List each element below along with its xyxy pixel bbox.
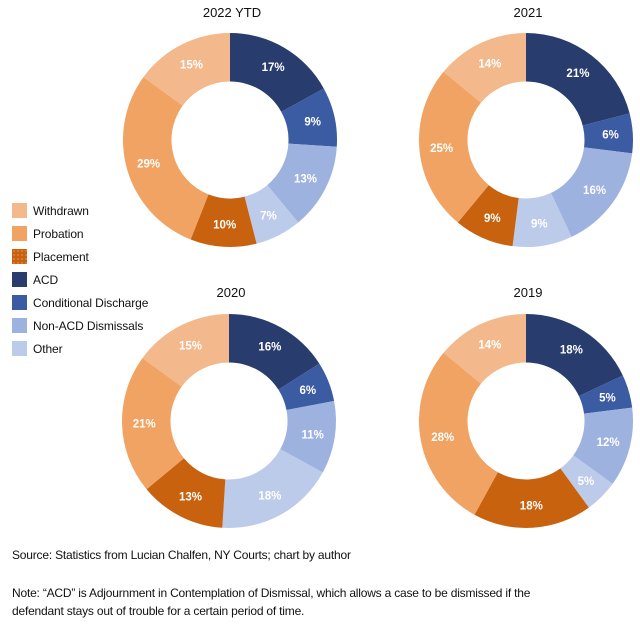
slice-placement xyxy=(146,458,226,528)
slice-label-conditional-discharge: 6% xyxy=(299,385,316,397)
slice-non-acd-dismissals xyxy=(573,407,633,484)
slice-acd xyxy=(526,33,630,126)
slice-label-probation: 29% xyxy=(137,159,160,171)
slice-acd xyxy=(526,314,623,397)
legend-label: Withdrawn xyxy=(33,203,89,218)
chart-title: 2019 xyxy=(514,285,543,300)
slice-non-acd-dismissals xyxy=(280,400,336,473)
slice-label-acd: 16% xyxy=(258,342,281,354)
slice-label-conditional-discharge: 5% xyxy=(599,392,616,404)
slice-probation xyxy=(418,71,489,223)
legend-item-acd: ACD xyxy=(12,272,148,287)
legend-item-withdrawn: Withdrawn xyxy=(12,203,148,218)
chart-title: 2020 xyxy=(217,285,246,300)
note-caption: Note: “ACD” is Adjournment in Contemplat… xyxy=(12,586,531,618)
legend-swatch-withdrawn xyxy=(12,203,27,218)
slice-label-placement: 9% xyxy=(484,213,501,225)
chart-title: 2022 YTD xyxy=(203,5,261,20)
legend-item-conditional-discharge: Conditional Discharge xyxy=(12,295,148,310)
slice-label-non-acd-dismissals: 12% xyxy=(597,437,620,449)
slice-label-probation: 28% xyxy=(431,432,454,444)
slice-probation xyxy=(122,77,209,240)
slice-label-non-acd-dismissals: 16% xyxy=(583,185,606,197)
slice-placement xyxy=(457,185,519,247)
slice-label-placement: 13% xyxy=(179,492,202,504)
slice-other xyxy=(512,192,572,248)
slice-other xyxy=(244,185,299,244)
slice-conditional-discharge xyxy=(578,375,633,414)
slice-withdrawn xyxy=(143,33,230,106)
legend-label: Placement xyxy=(33,249,89,264)
slice-label-acd: 18% xyxy=(560,344,583,356)
donut-2020: 2020 16% 6% 11% 18% 13% 21% 15% xyxy=(121,285,336,529)
legend: Withdrawn Probation Placement ACD Condit… xyxy=(12,203,148,364)
legend-swatch-other xyxy=(12,341,27,356)
slice-label-withdrawn: 15% xyxy=(180,59,203,71)
legend-item-placement: Placement xyxy=(12,249,148,264)
legend-label: Other xyxy=(33,341,63,356)
legend-label: Probation xyxy=(33,226,84,241)
slice-label-non-acd-dismissals: 13% xyxy=(294,173,317,185)
slice-label-non-acd-dismissals: 11% xyxy=(302,429,324,441)
legend-swatch-probation xyxy=(12,226,27,241)
slice-acd xyxy=(230,33,324,112)
slice-label-withdrawn: 14% xyxy=(478,339,501,351)
slice-label-other: 5% xyxy=(578,476,595,488)
legend-label: Non-ACD Dismissals xyxy=(33,318,144,333)
slice-label-other: 7% xyxy=(260,211,277,223)
legend-item-other: Other xyxy=(12,341,148,356)
slice-non-acd-dismissals xyxy=(550,147,633,237)
slice-conditional-discharge xyxy=(582,113,633,154)
slice-withdrawn xyxy=(443,314,526,384)
slice-withdrawn xyxy=(443,33,526,103)
slice-label-conditional-discharge: 6% xyxy=(602,130,619,142)
slice-non-acd-dismissals xyxy=(267,143,337,223)
legend-swatch-acd xyxy=(12,272,27,287)
legend-item-probation: Probation xyxy=(12,226,148,241)
slice-placement xyxy=(474,468,589,528)
slice-probation xyxy=(121,358,184,490)
slice-acd xyxy=(229,314,320,390)
legend-item-non-acd-dismissals: Non-ACD Dismissals xyxy=(12,318,148,333)
slice-label-conditional-discharge: 9% xyxy=(304,117,321,129)
slice-other xyxy=(222,449,323,529)
slice-label-placement: 10% xyxy=(213,220,236,232)
donut-2019: 2019 18% 5% 12% 5% 18% 28% 14% xyxy=(418,285,633,528)
legend-swatch-placement xyxy=(12,249,27,264)
legend-swatch-conditional-discharge xyxy=(12,295,27,310)
slice-label-probation: 25% xyxy=(430,143,453,155)
slice-label-other: 18% xyxy=(258,490,281,502)
donut-2022-ytd: 2022 YTD 17% 9% 13% 7% 10% 29% 15% xyxy=(122,5,337,247)
slice-label-acd: 17% xyxy=(262,62,285,74)
slice-withdrawn xyxy=(142,314,229,387)
source-caption: Source: Statistics from Lucian Chalfen, … xyxy=(12,548,351,562)
slice-label-other: 9% xyxy=(531,219,548,231)
legend-swatch-non-acd-dismissals xyxy=(12,318,27,333)
chart-title: 2021 xyxy=(514,5,543,20)
slice-placement xyxy=(190,194,257,247)
slice-label-withdrawn: 14% xyxy=(478,58,501,70)
donut-2021: 2021 21% 6% 16% 9% 9% 25% 14% xyxy=(418,5,633,248)
slice-label-probation: 21% xyxy=(133,419,156,431)
legend-label: ACD xyxy=(33,272,59,287)
slice-conditional-discharge xyxy=(281,88,337,147)
slice-probation xyxy=(418,352,498,515)
slice-label-acd: 21% xyxy=(566,68,589,80)
slice-label-placement: 18% xyxy=(520,501,543,513)
slice-label-withdrawn: 15% xyxy=(179,340,202,352)
legend-label: Conditional Discharge xyxy=(33,295,149,310)
slice-conditional-discharge xyxy=(278,363,335,411)
slice-other xyxy=(560,455,613,508)
